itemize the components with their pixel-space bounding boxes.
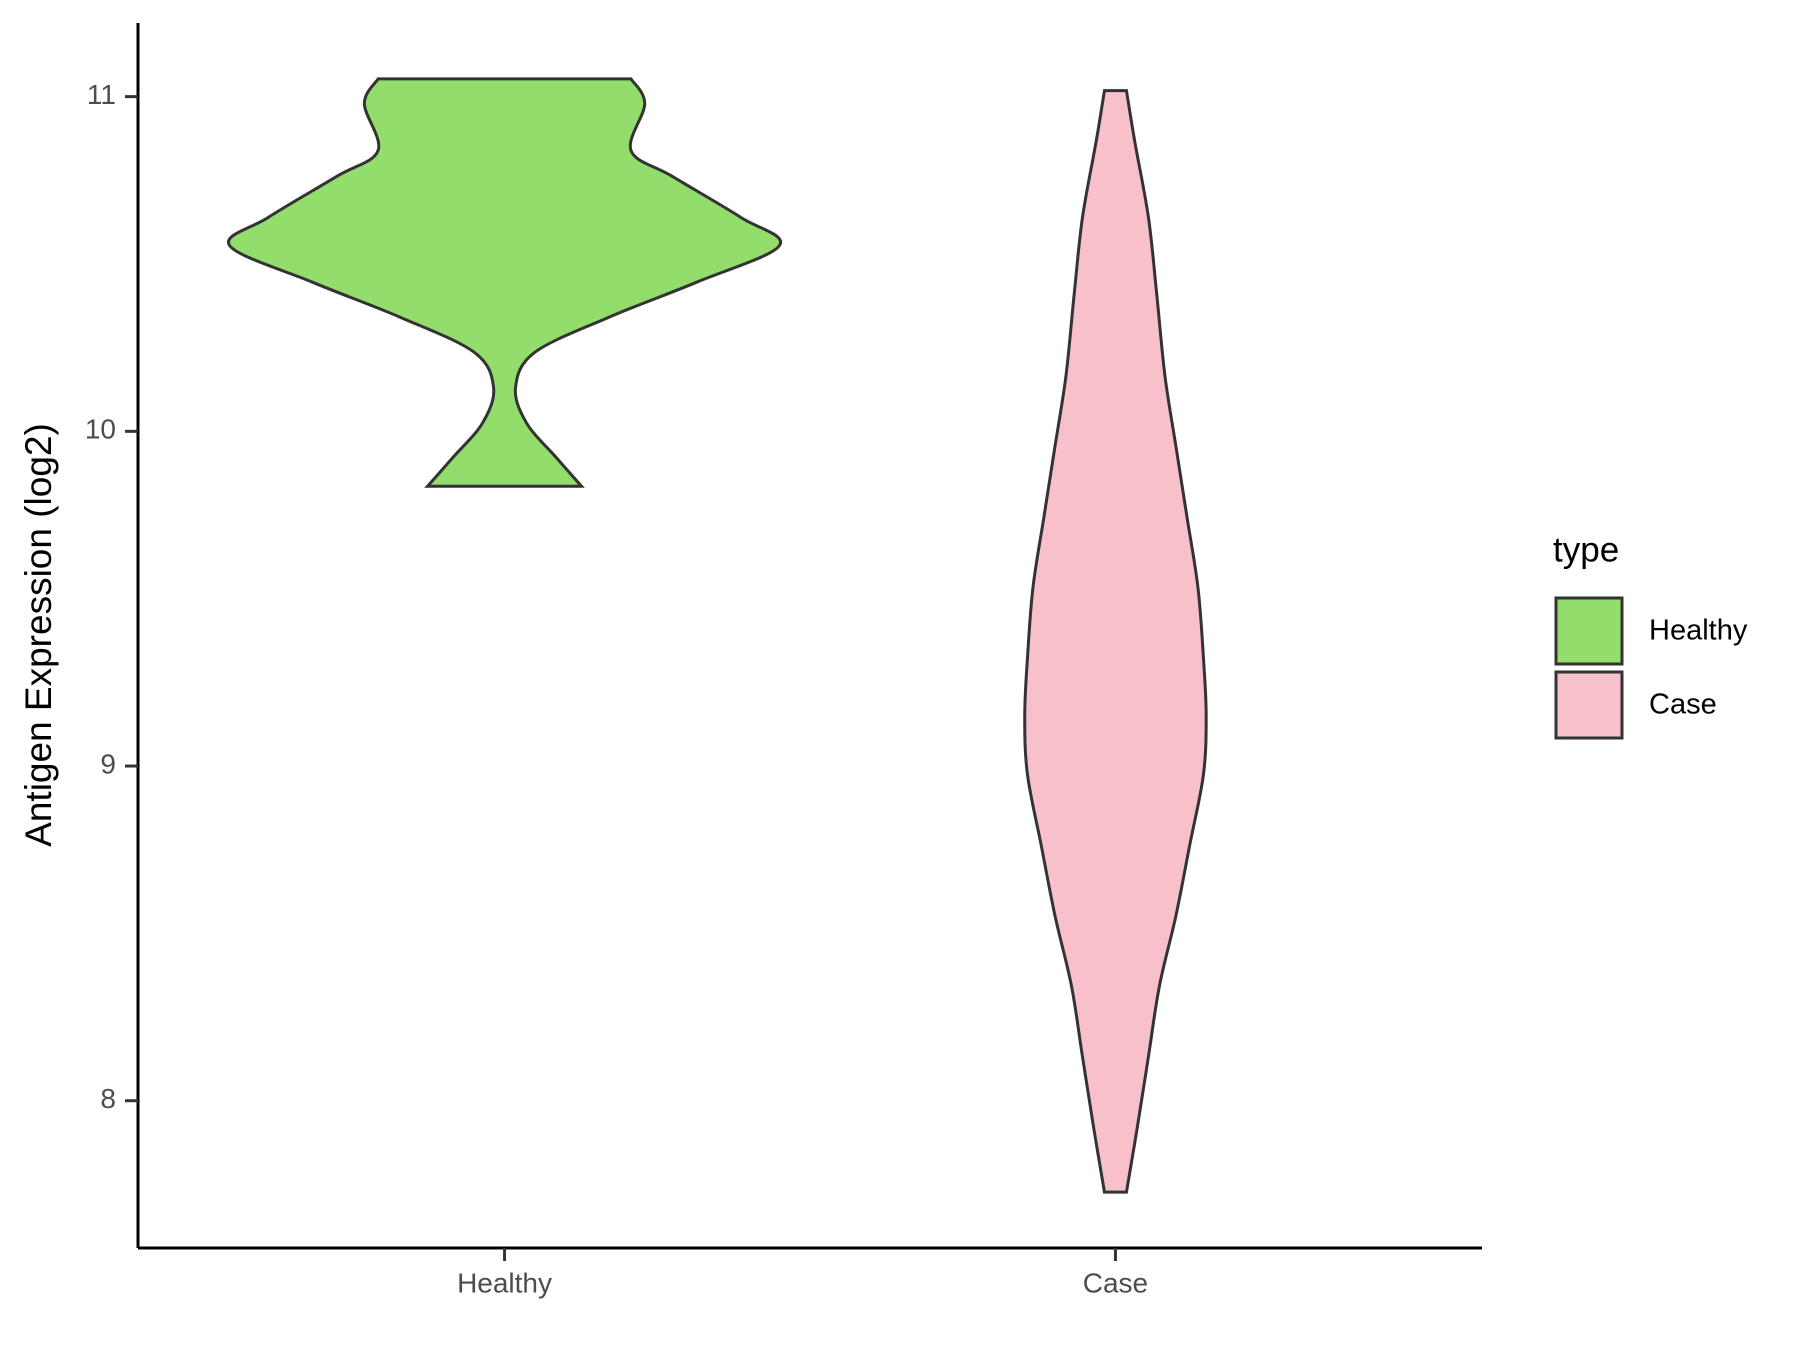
violin — [1023, 89, 1208, 1194]
legend-key — [1554, 670, 1624, 740]
y-tick-label: 10 — [85, 414, 116, 445]
y-tick-label: 11 — [87, 79, 116, 110]
y-tick-label: 8 — [100, 1083, 116, 1114]
violin — [226, 77, 783, 488]
legend-title: type — [1553, 530, 1619, 569]
x-tick-label: Healthy — [457, 1267, 552, 1298]
x-tick-label: Case — [1083, 1267, 1148, 1298]
legend-key — [1554, 596, 1624, 666]
legend-label: Healthy — [1649, 615, 1748, 647]
y-axis-title: Antigen Expression (log2) — [18, 423, 59, 847]
legend-label: Case — [1649, 689, 1717, 721]
y-tick-label: 9 — [100, 748, 116, 779]
